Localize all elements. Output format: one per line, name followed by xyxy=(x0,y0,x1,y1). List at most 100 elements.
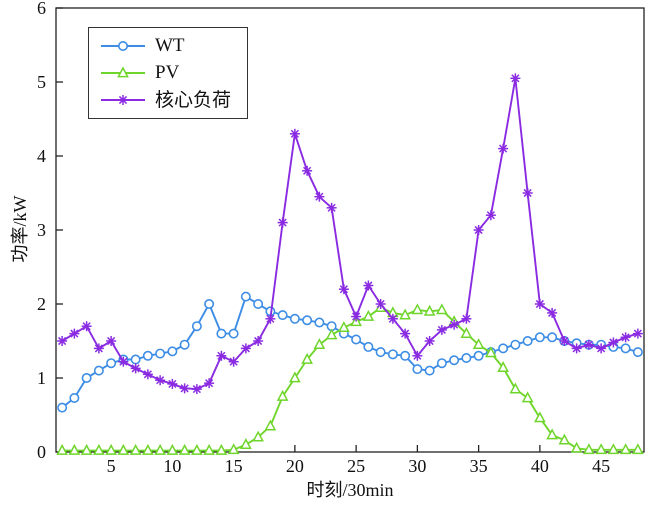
asterisk-marker xyxy=(620,332,631,343)
legend-item-core-load: 核心负荷 xyxy=(99,91,241,110)
triangle-marker xyxy=(497,361,509,372)
triangle-marker xyxy=(227,443,240,455)
triangle-marker xyxy=(411,303,424,315)
asterisk-marker xyxy=(534,299,545,309)
asterisk-marker xyxy=(265,313,276,324)
asterisk-marker xyxy=(338,284,349,295)
asterisk-marker xyxy=(571,343,582,354)
asterisk-marker xyxy=(277,217,288,228)
triangle-marker xyxy=(215,443,228,455)
asterisk-marker xyxy=(106,336,117,346)
triangle-marker xyxy=(264,419,277,431)
asterisk-marker xyxy=(498,143,509,154)
triangle-marker xyxy=(595,443,607,455)
circle-marker xyxy=(534,332,545,343)
legend-label-core-load: 核心负荷 xyxy=(155,89,232,111)
circle-marker xyxy=(351,334,362,345)
triangle-marker xyxy=(546,428,558,440)
x-tick-label: 5 xyxy=(107,456,116,476)
triangle-marker xyxy=(252,430,264,442)
triangle-marker xyxy=(105,443,117,455)
circle-marker xyxy=(106,358,117,369)
circle-marker xyxy=(167,346,178,357)
circle-marker xyxy=(191,321,202,332)
legend-item-pv: PV xyxy=(99,63,241,82)
triangle-marker xyxy=(460,327,473,338)
triangle-marker xyxy=(485,346,497,358)
wt-line-sample xyxy=(101,40,145,51)
circle-marker xyxy=(289,313,300,324)
triangle-marker xyxy=(399,308,411,320)
asterisk-marker xyxy=(302,165,313,176)
triangle-marker xyxy=(632,443,644,455)
asterisk-marker xyxy=(522,188,533,198)
asterisk-marker xyxy=(57,336,68,346)
circle-marker xyxy=(240,291,251,302)
circle-marker xyxy=(302,315,313,326)
circle-marker xyxy=(81,372,92,383)
asterisk-marker xyxy=(449,319,460,330)
triangle-marker xyxy=(521,391,534,403)
asterisk-marker xyxy=(363,280,374,291)
x-tick-label: 45 xyxy=(592,456,610,476)
y-tick-label: 3 xyxy=(37,220,46,240)
y-axis-label: 功率/kW xyxy=(10,195,30,263)
asterisk-marker xyxy=(326,202,337,213)
circle-marker xyxy=(424,365,435,376)
triangle-marker xyxy=(240,438,252,449)
triangle-marker xyxy=(93,443,105,455)
x-tick-label: 10 xyxy=(163,456,181,476)
pv-line-sample xyxy=(101,66,145,78)
circle-marker xyxy=(253,298,264,309)
circle-marker xyxy=(375,347,386,358)
triangle-marker xyxy=(203,443,215,455)
circle-marker xyxy=(363,341,374,352)
triangle-marker xyxy=(117,443,130,455)
asterisk-marker xyxy=(216,350,227,361)
circle-marker xyxy=(387,349,398,360)
y-tick-label: 4 xyxy=(37,146,46,166)
triangle-marker xyxy=(142,443,154,455)
circle-marker xyxy=(179,339,190,350)
circle-marker xyxy=(620,343,631,354)
triangle-marker xyxy=(56,443,68,455)
y-tick-label: 1 xyxy=(37,368,46,388)
asterisk-marker xyxy=(314,191,325,202)
asterisk-marker xyxy=(155,375,166,386)
circle-marker xyxy=(142,350,153,361)
circle-marker xyxy=(449,355,460,366)
asterisk-marker xyxy=(118,356,129,367)
legend-label-pv: PV xyxy=(155,62,180,84)
circle-marker xyxy=(498,343,509,354)
asterisk-marker xyxy=(142,369,153,380)
triangle-marker xyxy=(289,371,301,383)
triangle-marker xyxy=(80,443,93,455)
x-tick-label: 30 xyxy=(408,456,426,476)
asterisk-marker xyxy=(424,336,435,346)
circle-marker xyxy=(510,339,521,350)
asterisk-marker xyxy=(118,95,128,106)
asterisk-marker xyxy=(461,313,472,324)
circle-marker xyxy=(461,353,472,364)
x-tick-label: 15 xyxy=(225,456,243,476)
asterisk-marker xyxy=(510,73,521,84)
x-tick-label: 40 xyxy=(531,456,549,476)
triangle-marker xyxy=(154,443,166,455)
legend: WT PV 核心负荷 xyxy=(88,27,248,119)
circle-marker xyxy=(632,347,643,358)
circle-marker xyxy=(522,335,533,346)
circle-marker xyxy=(277,310,288,321)
triangle-marker xyxy=(276,389,289,401)
y-tick-label: 2 xyxy=(37,294,46,314)
asterisk-marker xyxy=(485,210,496,221)
asterisk-marker xyxy=(167,378,178,389)
triangle-marker xyxy=(472,338,485,350)
x-tick-label: 35 xyxy=(470,456,488,476)
core-load-line-sample xyxy=(101,95,145,106)
asterisk-marker xyxy=(81,321,92,332)
circle-marker xyxy=(228,328,239,339)
circle-marker xyxy=(216,328,227,339)
asterisk-marker xyxy=(179,383,190,394)
asterisk-marker xyxy=(473,225,484,235)
